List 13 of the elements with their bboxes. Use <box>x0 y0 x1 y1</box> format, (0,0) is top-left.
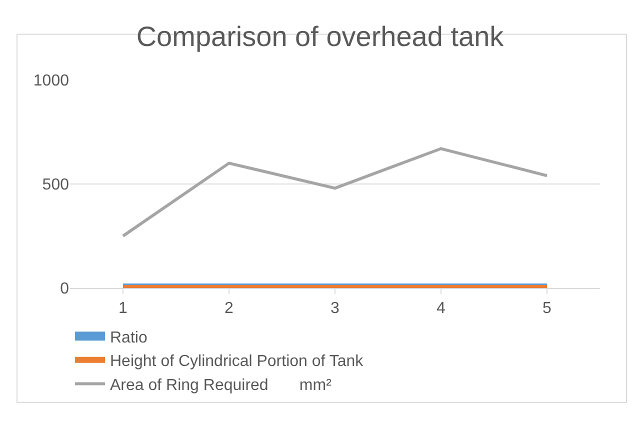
legend-label: Area of Ring Required mm² <box>110 376 332 394</box>
chart-title: Comparison of overhead tank <box>136 20 505 52</box>
x-tick-label: 4 <box>436 300 446 318</box>
y-tick-label: 0 <box>60 280 70 298</box>
x-tick-label: 2 <box>224 300 234 318</box>
legend-label: Ratio <box>110 329 148 346</box>
x-tick-label: 1 <box>118 300 128 318</box>
x-tick-label: 5 <box>542 300 552 318</box>
y-tick-label: 1000 <box>33 72 70 90</box>
y-tick-label: 500 <box>42 176 70 194</box>
line-series <box>122 147 548 238</box>
legend-label: Height of Cylindrical Portion of Tank <box>110 353 364 370</box>
x-tick-label: 3 <box>330 300 340 318</box>
